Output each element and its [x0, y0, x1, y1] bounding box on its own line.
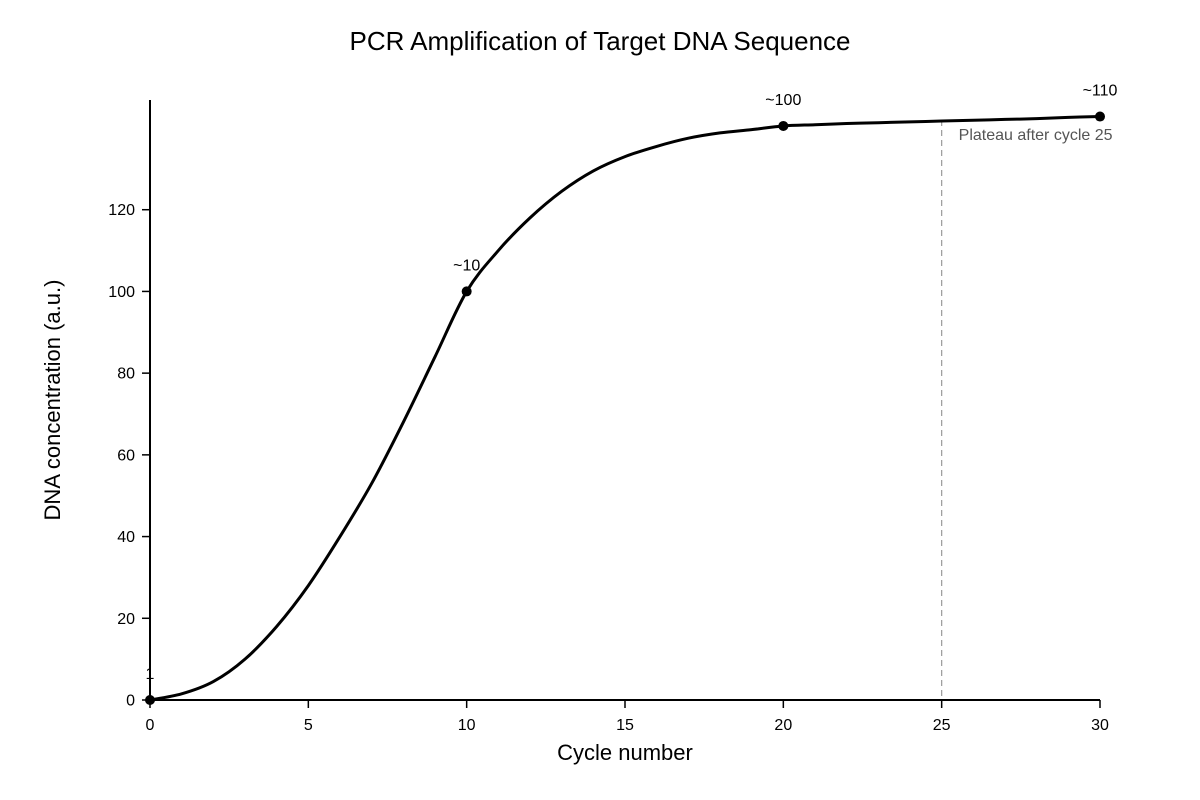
x-tick-label: 25	[933, 717, 951, 734]
x-tick-label: 10	[458, 717, 476, 734]
x-ticks: 0 5 10 15 20 25 30	[146, 700, 1109, 734]
x-tick-label: 5	[304, 717, 313, 734]
x-tick-label: 30	[1091, 717, 1109, 734]
x-tick-label: 0	[146, 717, 155, 734]
plateau-annotation: Plateau after cycle 25	[959, 127, 1113, 144]
data-point-label: 1	[146, 666, 155, 683]
chart-title: PCR Amplification of Target DNA Sequence	[349, 26, 850, 56]
x-tick-label: 15	[616, 717, 634, 734]
y-tick-label: 40	[117, 529, 135, 546]
y-axis-label: DNA concentration (a.u.)	[40, 280, 65, 521]
data-point	[1095, 111, 1105, 122]
data-point-label: ~110	[1083, 83, 1118, 100]
data-point-label: ~10	[453, 257, 480, 274]
y-tick-label: 60	[117, 447, 135, 464]
y-tick-label: 80	[117, 366, 135, 383]
data-point	[778, 120, 789, 131]
y-tick-label: 0	[126, 693, 135, 710]
data-point	[461, 286, 472, 297]
y-tick-label: 120	[108, 202, 135, 219]
data-point	[145, 695, 155, 705]
y-tick-label: 20	[117, 611, 135, 628]
x-axis-label: Cycle number	[557, 740, 693, 765]
amplification-curve	[149, 115, 1101, 702]
data-point-label: ~100	[765, 92, 801, 109]
y-tick-label: 100	[108, 284, 135, 301]
y-ticks: 0 20 40 60 80 100 120	[108, 202, 150, 710]
data-markers: 1 ~10 ~100 ~110	[145, 83, 1118, 705]
x-tick-label: 20	[774, 717, 792, 734]
